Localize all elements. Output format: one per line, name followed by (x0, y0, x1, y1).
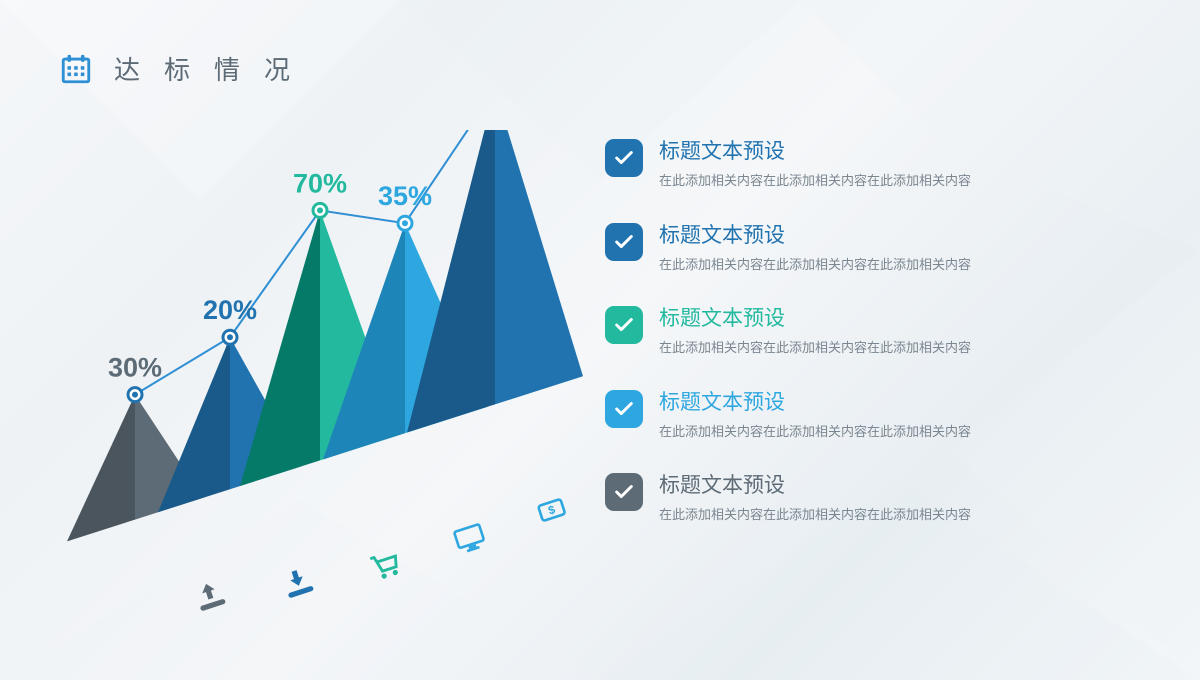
item-title: 标题文本预设 (659, 386, 971, 416)
pyramid-chart: 30%20%70%35%50%$ (40, 130, 600, 610)
calendar-icon (58, 51, 94, 87)
item-text: 标题文本预设在此添加相关内容在此添加相关内容在此添加相关内容 (659, 469, 971, 525)
list-item: 标题文本预设在此添加相关内容在此添加相关内容在此添加相关内容 (605, 302, 1165, 358)
pct-label: 30% (108, 353, 162, 383)
page-header: 达标情况 (58, 50, 314, 87)
cart-icon (370, 551, 401, 581)
pyramid-side (67, 395, 135, 542)
item-desc: 在此添加相关内容在此添加相关内容在此添加相关内容 (659, 171, 971, 191)
check-icon (605, 473, 643, 511)
item-text: 标题文本预设在此添加相关内容在此添加相关内容在此添加相关内容 (659, 135, 971, 191)
item-title: 标题文本预设 (659, 302, 971, 332)
list-item: 标题文本预设在此添加相关内容在此添加相关内容在此添加相关内容 (605, 135, 1165, 191)
item-title: 标题文本预设 (659, 219, 971, 249)
list-item: 标题文本预设在此添加相关内容在此添加相关内容在此添加相关内容 (605, 386, 1165, 442)
list-item: 标题文本预设在此添加相关内容在此添加相关内容在此添加相关内容 (605, 469, 1165, 525)
money-icon: $ (538, 499, 565, 521)
item-title: 标题文本预设 (659, 135, 971, 165)
check-icon (605, 139, 643, 177)
item-text: 标题文本预设在此添加相关内容在此添加相关内容在此添加相关内容 (659, 386, 971, 442)
item-title: 标题文本预设 (659, 469, 971, 499)
item-desc: 在此添加相关内容在此添加相关内容在此添加相关内容 (659, 338, 971, 358)
svg-text:$: $ (547, 503, 558, 518)
check-icon (605, 390, 643, 428)
pct-label: 35% (378, 181, 432, 211)
check-icon (605, 223, 643, 261)
list-item: 标题文本预设在此添加相关内容在此添加相关内容在此添加相关内容 (605, 219, 1165, 275)
item-text: 标题文本预设在此添加相关内容在此添加相关内容在此添加相关内容 (659, 219, 971, 275)
item-list: 标题文本预设在此添加相关内容在此添加相关内容在此添加相关内容标题文本预设在此添加… (605, 135, 1165, 525)
item-desc: 在此添加相关内容在此添加相关内容在此添加相关内容 (659, 422, 971, 442)
item-text: 标题文本预设在此添加相关内容在此添加相关内容在此添加相关内容 (659, 302, 971, 358)
pyramid-side (158, 337, 230, 512)
check-icon (605, 306, 643, 344)
item-desc: 在此添加相关内容在此添加相关内容在此添加相关内容 (659, 255, 971, 275)
page-title: 达标情况 (114, 50, 314, 87)
pyramid-front (495, 130, 583, 404)
upload-icon (194, 580, 226, 612)
monitor-icon (454, 524, 486, 554)
item-desc: 在此添加相关内容在此添加相关内容在此添加相关内容 (659, 505, 971, 525)
pct-label: 70% (293, 168, 347, 198)
pyramid-side (240, 210, 320, 486)
download-icon (282, 567, 314, 599)
pct-label: 20% (203, 295, 257, 325)
